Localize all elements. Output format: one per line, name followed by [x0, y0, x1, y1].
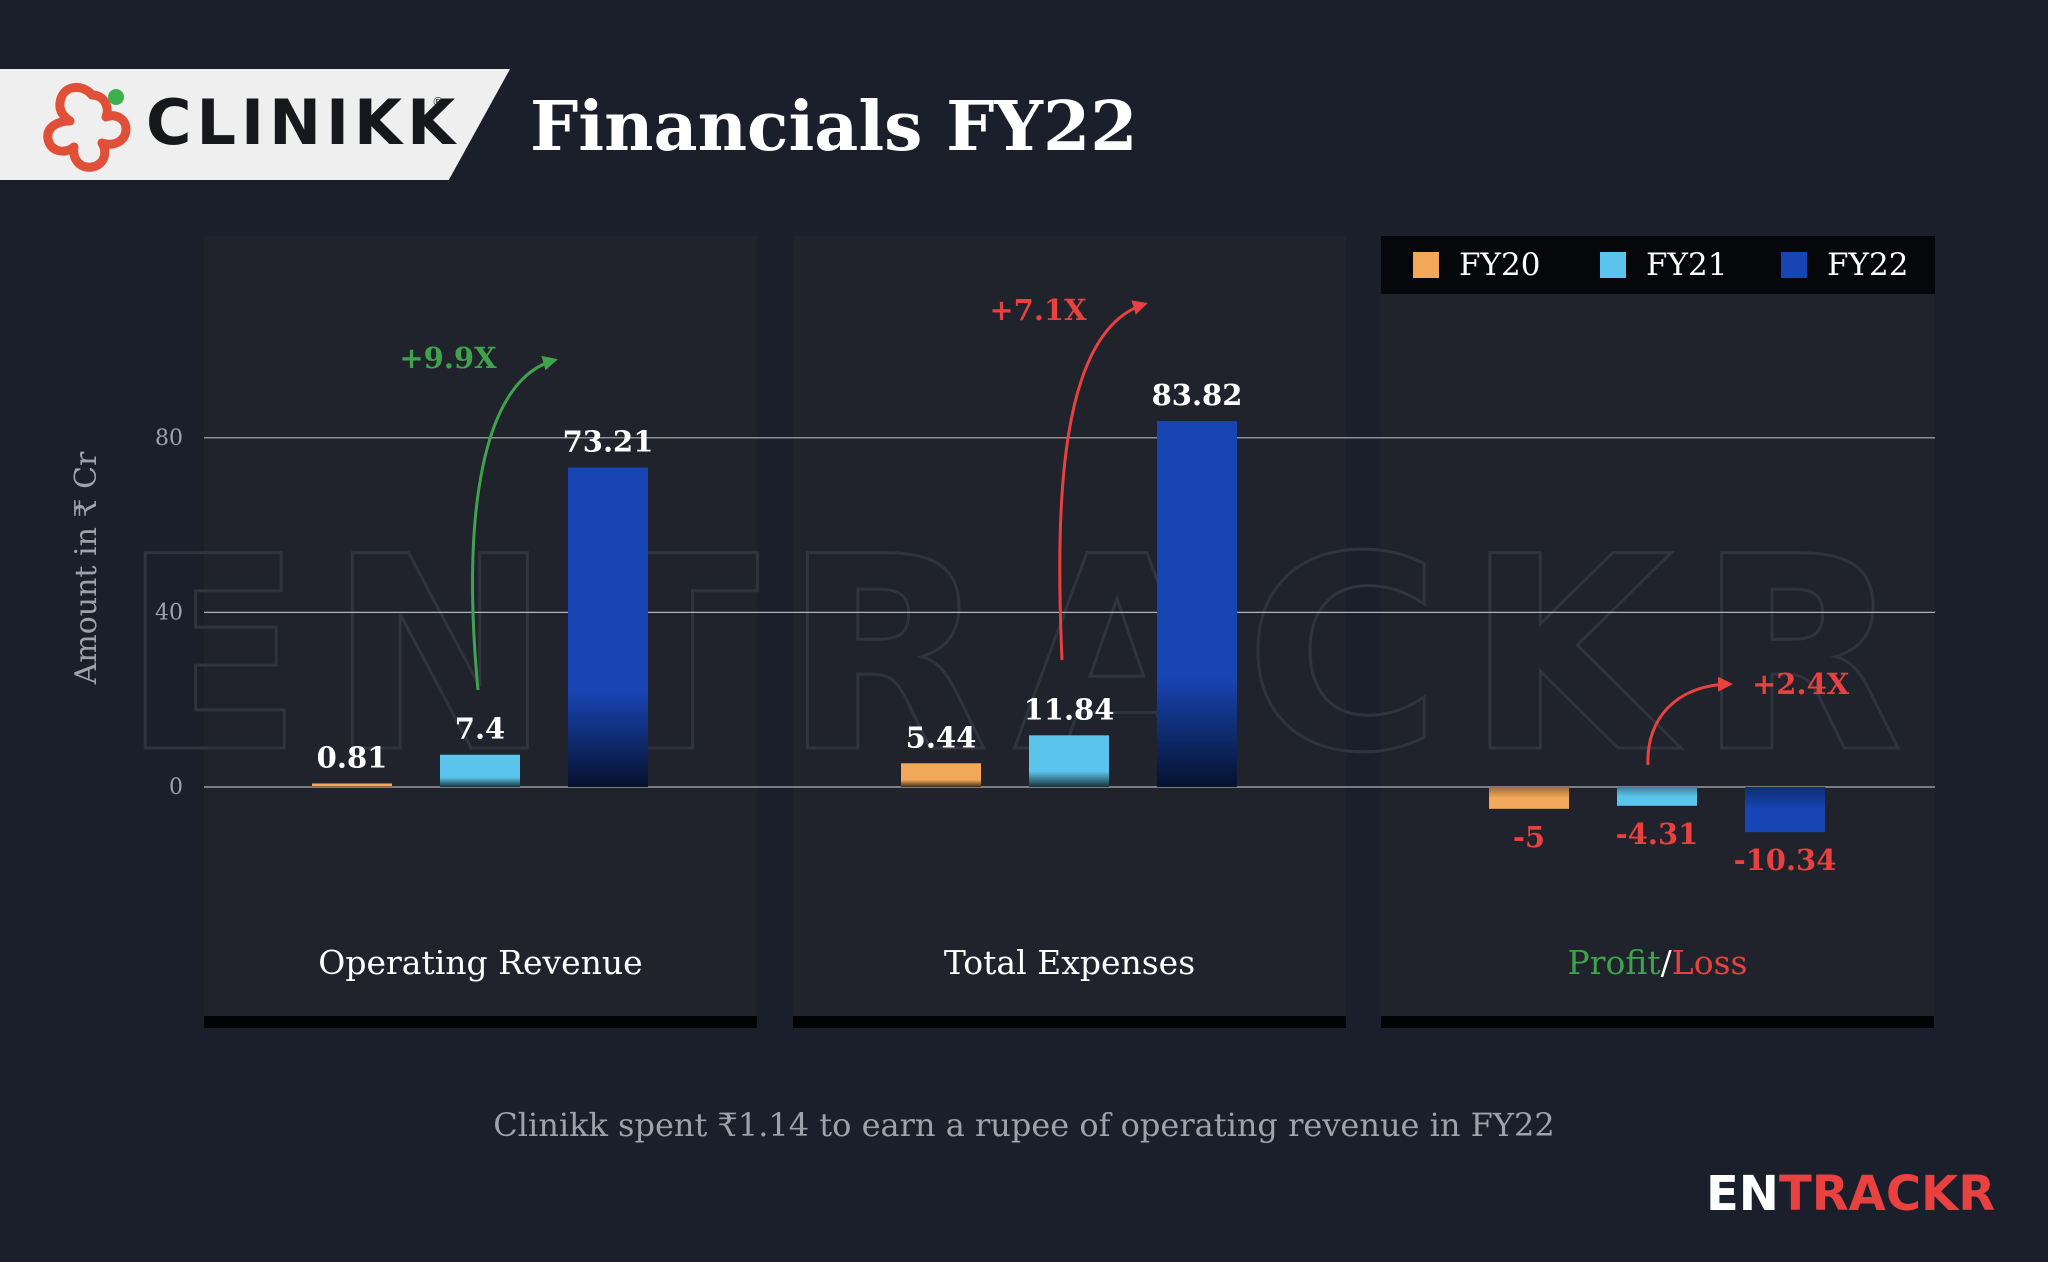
clinikk-logo: CLINIKK ®	[0, 69, 510, 180]
logo-text: CLINIKK	[146, 86, 461, 159]
legend-label-fy21: FY21	[1646, 247, 1728, 283]
panel-base-bar	[204, 1016, 757, 1028]
bar-shade	[901, 763, 981, 787]
bar-shade	[1617, 787, 1697, 806]
value-label: -4.31	[1616, 817, 1699, 851]
brand-part-trackr: TRACKR	[1778, 1166, 1996, 1222]
panel-base-bar	[793, 1016, 1346, 1028]
category-label-part: Operating Revenue	[318, 943, 642, 982]
panel-base-bar	[1381, 1016, 1934, 1028]
value-label: 11.84	[1024, 692, 1115, 726]
growth-label: +9.9X	[399, 341, 497, 375]
chart-panel	[204, 236, 757, 1016]
legend-item-fy20: FY20	[1413, 247, 1541, 283]
value-label: 5.44	[906, 720, 977, 754]
page-title: Financials FY22	[530, 87, 1138, 167]
value-label: -10.34	[1734, 843, 1837, 877]
legend-item-fy22: FY22	[1781, 247, 1909, 283]
bar-shade	[1489, 787, 1569, 809]
category-label: Operating Revenue	[318, 943, 642, 982]
growth-label: +2.4X	[1752, 667, 1850, 701]
value-label: -5	[1513, 820, 1545, 854]
bar-shade	[568, 467, 648, 787]
bar-shade	[440, 754, 520, 787]
legend-swatch-fy21	[1600, 252, 1626, 278]
category-label-part: Profit	[1568, 943, 1661, 982]
category-label-part: Loss	[1672, 943, 1748, 982]
category-label-part: /	[1661, 943, 1673, 982]
value-label: 0.81	[317, 740, 388, 774]
growth-arrow	[1058, 300, 1148, 661]
growth-arrow	[471, 355, 558, 691]
category-label-part: Total Expenses	[944, 943, 1195, 982]
legend-label-fy22: FY22	[1827, 247, 1909, 283]
y-tick-label: 40	[155, 600, 183, 625]
logo-registered-mark: ®	[432, 95, 444, 109]
growth-label: +7.1X	[989, 293, 1087, 327]
watermark-text: ENTRACKR	[121, 500, 1928, 812]
bar-shade	[1745, 787, 1825, 833]
bar-shade	[312, 783, 392, 787]
legend-item-fy21: FY21	[1600, 247, 1728, 283]
y-axis-label: Amount in ₹ Cr	[69, 451, 104, 685]
clinikk-logo-icon	[43, 83, 131, 172]
value-label: 73.21	[563, 424, 654, 458]
value-label: 83.82	[1152, 378, 1243, 412]
chart-panel	[793, 236, 1346, 1016]
footnote: Clinikk spent ₹1.14 to earn a rupee of o…	[493, 1106, 1555, 1144]
chart-legend: FY20 FY21 FY22	[1381, 236, 1935, 294]
y-tick-label: 80	[155, 426, 183, 451]
bar-shade	[1029, 735, 1109, 787]
legend-swatch-fy20	[1413, 252, 1439, 278]
chart-panel	[1381, 236, 1934, 1016]
bar-shade	[1157, 421, 1237, 787]
brand-part-en: EN	[1706, 1166, 1779, 1222]
growth-arrow	[1646, 676, 1733, 766]
y-tick-label: 0	[169, 775, 183, 800]
value-label: 7.4	[455, 712, 505, 746]
entrackr-brand-logo: ENTRACKR	[1706, 1164, 1995, 1224]
category-label: Total Expenses	[944, 943, 1195, 982]
legend-swatch-fy22	[1781, 252, 1807, 278]
category-label: Profit/Loss	[1568, 943, 1748, 982]
legend-label-fy20: FY20	[1459, 247, 1541, 283]
